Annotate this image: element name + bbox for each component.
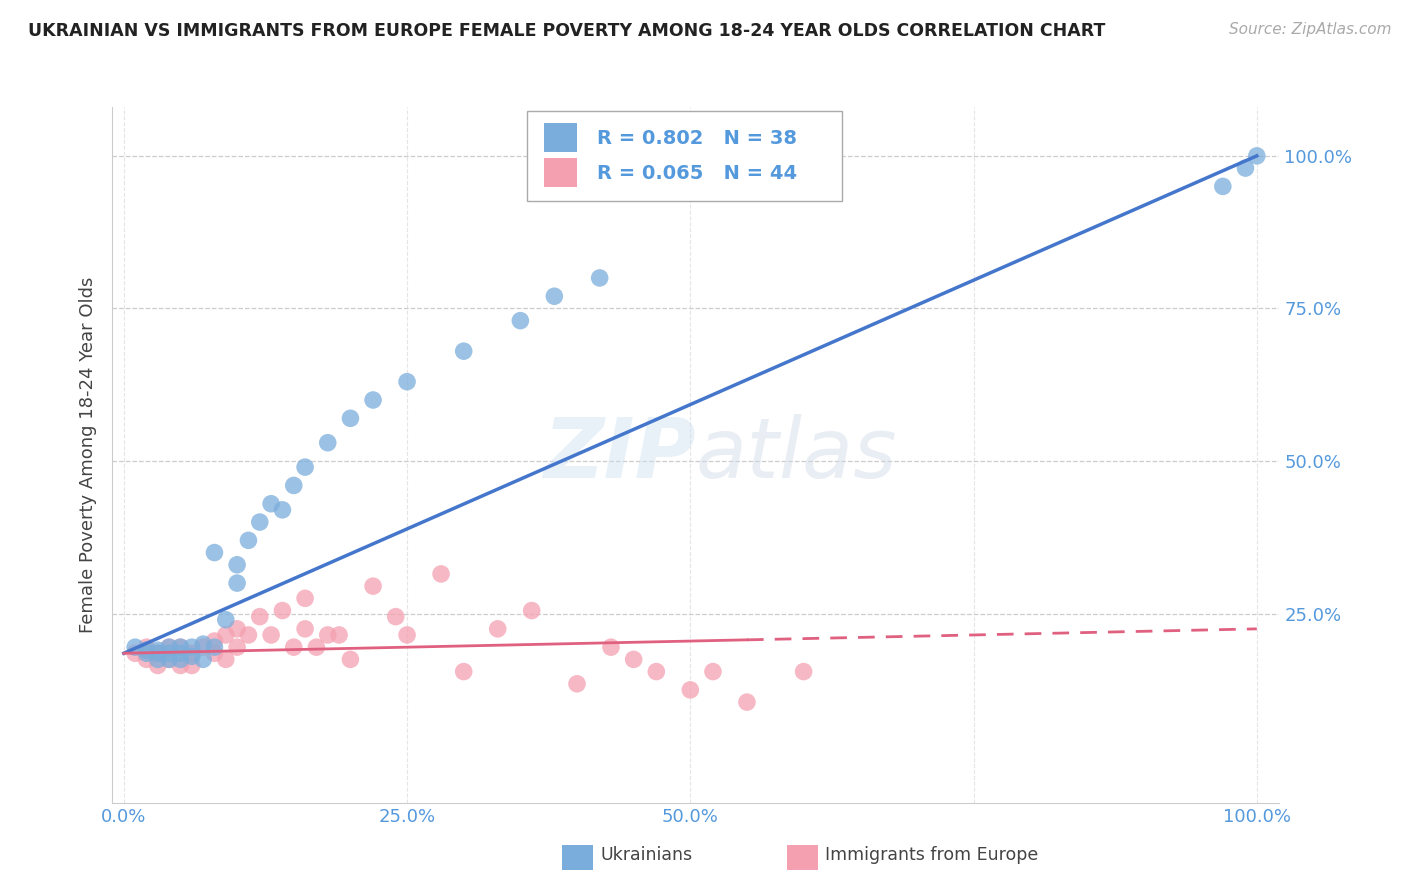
- Point: [226, 622, 249, 636]
- Point: [283, 478, 305, 492]
- Point: [204, 545, 226, 559]
- Point: [124, 640, 146, 655]
- Point: [157, 652, 180, 666]
- Text: atlas: atlas: [696, 415, 897, 495]
- Point: [260, 497, 283, 511]
- Point: [169, 640, 191, 655]
- Point: [735, 695, 758, 709]
- Point: [328, 628, 350, 642]
- Point: [1212, 179, 1234, 194]
- Point: [146, 643, 169, 657]
- Text: UKRAINIAN VS IMMIGRANTS FROM EUROPE FEMALE POVERTY AMONG 18-24 YEAR OLDS CORRELA: UKRAINIAN VS IMMIGRANTS FROM EUROPE FEMA…: [28, 22, 1105, 40]
- Point: [384, 609, 406, 624]
- Point: [191, 652, 214, 666]
- Point: [135, 643, 157, 657]
- Point: [226, 576, 249, 591]
- Point: [146, 658, 169, 673]
- Point: [215, 652, 238, 666]
- Point: [520, 603, 543, 617]
- Point: [135, 640, 157, 655]
- Point: [169, 658, 191, 673]
- Point: [180, 649, 202, 664]
- Point: [238, 628, 260, 642]
- Point: [339, 652, 361, 666]
- Point: [249, 609, 271, 624]
- Point: [283, 640, 305, 655]
- Point: [339, 411, 361, 425]
- Bar: [544, 123, 576, 153]
- Point: [157, 640, 180, 655]
- Point: [180, 646, 202, 660]
- Point: [430, 566, 453, 581]
- Point: [702, 665, 724, 679]
- Point: [226, 640, 249, 655]
- Point: [453, 344, 475, 359]
- Point: [169, 652, 191, 666]
- Point: [204, 640, 226, 655]
- Point: [169, 640, 191, 655]
- Point: [191, 637, 214, 651]
- Point: [124, 646, 146, 660]
- Bar: [544, 158, 576, 187]
- Point: [316, 435, 339, 450]
- Point: [589, 271, 612, 285]
- Point: [157, 640, 180, 655]
- Point: [215, 613, 238, 627]
- Point: [146, 652, 169, 666]
- Point: [316, 628, 339, 642]
- Point: [486, 622, 509, 636]
- Point: [1246, 149, 1268, 163]
- Point: [361, 579, 384, 593]
- FancyBboxPatch shape: [527, 111, 842, 201]
- Point: [396, 628, 419, 642]
- Text: R = 0.065   N = 44: R = 0.065 N = 44: [596, 163, 797, 183]
- Point: [271, 603, 294, 617]
- Point: [191, 640, 214, 655]
- Point: [135, 646, 157, 660]
- Point: [146, 646, 169, 660]
- Text: Immigrants from Europe: Immigrants from Europe: [825, 847, 1039, 864]
- Point: [135, 652, 157, 666]
- Point: [679, 682, 702, 697]
- Point: [305, 640, 328, 655]
- Point: [157, 652, 180, 666]
- Point: [543, 289, 565, 303]
- Point: [204, 646, 226, 660]
- Point: [238, 533, 260, 548]
- Point: [294, 460, 316, 475]
- Text: ZIP: ZIP: [543, 415, 696, 495]
- Point: [294, 622, 316, 636]
- Point: [169, 646, 191, 660]
- Point: [453, 665, 475, 679]
- Point: [294, 591, 316, 606]
- Text: R = 0.802   N = 38: R = 0.802 N = 38: [596, 128, 797, 148]
- Text: Source: ZipAtlas.com: Source: ZipAtlas.com: [1229, 22, 1392, 37]
- Point: [361, 392, 384, 407]
- Point: [645, 665, 668, 679]
- Point: [565, 677, 588, 691]
- Point: [600, 640, 623, 655]
- Y-axis label: Female Poverty Among 18-24 Year Olds: Female Poverty Among 18-24 Year Olds: [79, 277, 97, 633]
- Point: [180, 658, 202, 673]
- Point: [215, 628, 238, 642]
- Point: [793, 665, 815, 679]
- Point: [260, 628, 283, 642]
- Point: [226, 558, 249, 572]
- Point: [180, 640, 202, 655]
- Point: [1234, 161, 1257, 175]
- Point: [204, 634, 226, 648]
- Point: [509, 313, 531, 327]
- Point: [396, 375, 419, 389]
- Point: [146, 646, 169, 660]
- Point: [157, 646, 180, 660]
- Point: [249, 515, 271, 529]
- Point: [271, 503, 294, 517]
- Point: [623, 652, 645, 666]
- Text: Ukrainians: Ukrainians: [600, 847, 693, 864]
